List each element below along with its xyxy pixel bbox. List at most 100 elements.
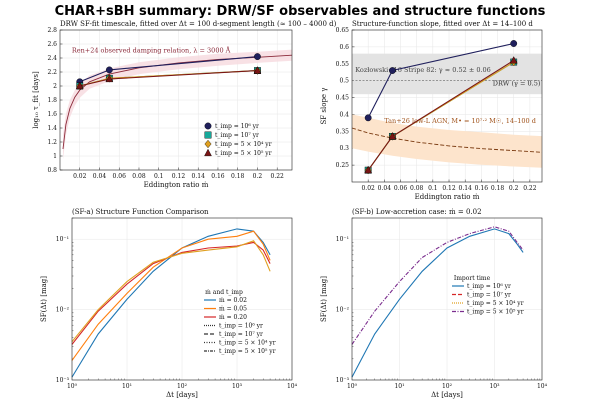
x-axis-label: Δt [days] [431,391,463,399]
legend-entry: t_imp = 10⁶ yr [467,283,511,290]
x-axis-label: Eddington ratio ṁ [415,193,480,201]
x-tick-label: 10⁴ [287,383,298,390]
chart-panel-tl: 0.02 0.04 0.06 0.08 0.1 0.12 0.14 0.16 0.18 0.2 0.… [32,20,337,189]
x-tick-label: 10¹ [122,383,132,390]
x-tick-label: 0.16 [475,185,489,192]
legend-title: Import time [454,275,491,282]
legend-marker [204,131,212,139]
x-tick-label: 0.1 [428,185,438,192]
y-axis-label: SF(Δt) [mag] [320,276,328,322]
legend-entry: t_imp = 5 × 10⁵ yr [219,348,276,355]
legend-marker [204,122,212,130]
legend-entry: t_imp = 10⁷ yr [467,292,511,299]
y-tick-label: 10⁻¹ [336,236,349,243]
y-tick-label: 0.65 [336,27,350,34]
panel-title: Structure-function slope, fitted over Δt… [352,20,533,28]
legend-entry: t_imp = 5 × 10⁴ yr [219,340,276,347]
y-tick-label: 0.6 [339,44,349,51]
y-tick-label: 2.6 [47,41,57,48]
y-tick-label: 2.8 [47,27,57,34]
y-tick-label: 0.8 [47,167,57,174]
legend-entry: t_imp = 10⁶ yr [215,123,259,130]
plot-frame [71,217,293,381]
y-tick-label: 0.45 [336,95,350,102]
data-point [389,67,396,74]
sf-curve-3 [71,240,271,343]
data-point [105,66,113,74]
data-point [364,114,372,122]
series-0 [364,40,518,122]
x-tick-label: 0.08 [132,173,146,180]
y-tick-label: 0.4 [339,111,349,118]
y-tick-label: 10⁻² [336,307,350,314]
y-tick-label: 1.6 [47,111,57,118]
y-axis-label: SF slope γ [320,88,328,125]
x-tick-label: 0.16 [211,173,225,180]
figure-title: CHAR+sBH summary: DRW/SF observables and… [55,4,546,19]
x-tick-label: 0.12 [442,185,456,192]
x-tick-label: 0.06 [394,185,408,192]
y-tick-label: 2.4 [47,55,57,62]
annotation-ren24: Ren+24 observed damping relation, λ = 30… [72,45,231,54]
legend-title: ṁ and t_imp [205,289,243,296]
x-tick-label: 10⁰ [67,383,78,390]
data-point [254,53,261,60]
y-tick-label: 0.25 [336,162,350,169]
x-tick-label: 0.08 [410,185,424,192]
x-tick-label: 10¹ [394,383,404,390]
y-axis-label: SF(Δt) [mag] [40,276,48,322]
legend-entry: t_imp = 5 × 10⁵ yr [467,309,524,316]
y-tick-label: 2.2 [47,69,57,76]
legend-entry: ṁ = 0.20 [219,314,247,321]
y-tick-label: 1.2 [47,139,57,146]
y-tick-label: 10⁻³ [56,377,70,384]
x-tick-label: 0.02 [361,185,375,192]
legend-entry: t_imp = 10⁷ yr [215,132,259,139]
legend-entry: t_imp = 5 × 10⁵ yr [215,150,272,157]
x-axis-label: Δt [days] [166,391,198,399]
sf-curve-1 [351,226,524,345]
x-tick-label: 10⁴ [537,383,548,390]
chart-panel-tr: 0.02 0.04 0.06 0.08 0.1 0.12 0.14 0.16 0.18 0.2 0.… [320,20,543,201]
y-tick-label: 0.3 [339,145,349,152]
legend-entry: t_imp = 10⁷ yr [219,331,263,338]
x-tick-label: 0.2 [509,185,519,192]
legend-marker [204,139,212,149]
y-tick-label: 10⁻¹ [56,236,69,243]
legend-entry: t_imp = 5 × 10⁴ yr [467,300,524,307]
plot-frame [59,29,293,171]
series-3 [75,66,262,90]
x-tick-label: 0.22 [271,173,285,180]
x-tick-label: 10⁰ [347,383,358,390]
data-point [509,56,518,64]
data-point [510,40,518,47]
x-tick-label: 0.1 [154,173,164,180]
legend-entry: ṁ = 0.02 [219,297,247,304]
x-tick-label: 0.12 [172,173,186,180]
data-point [253,66,262,74]
y-tick-label: 10⁻³ [336,377,350,384]
x-tick-label: 0.02 [73,173,87,180]
annotation-drw: DRW (γ = 0.5) [493,80,541,88]
sf-curve-1 [71,230,271,361]
x-tick-label: 0.06 [113,173,127,180]
x-tick-label: 0.2 [253,173,263,180]
panel-title: DRW SF-fit timescale, fitted over Δt = 1… [60,20,337,28]
x-tick-label: 0.22 [523,185,537,192]
sf-curve-2 [71,241,271,345]
y-tick-label: 1 [53,153,57,160]
series-3 [364,56,518,174]
y-tick-label: 1.8 [47,97,57,104]
y-tick-label: 1.4 [47,125,57,132]
plot-frame [351,29,543,183]
annotation-kozlowski: Kozłowski+16 Stripe 82: γ ≈ 0.52 ± 0.06 [355,66,491,74]
y-tick-label: 0.35 [336,128,350,135]
ref-band [63,49,292,160]
x-tick-label: 0.04 [378,185,392,192]
data-point [388,132,397,140]
annotation-tan: Tan+26 low-L AGN, M• = 10⁷·² M☉, 14–100 … [384,117,536,125]
legend-entry: t_imp = 10⁶ yr [219,323,263,330]
tan-curve [351,127,543,153]
legend-entry: t_imp = 5 × 10⁴ yr [215,141,272,148]
